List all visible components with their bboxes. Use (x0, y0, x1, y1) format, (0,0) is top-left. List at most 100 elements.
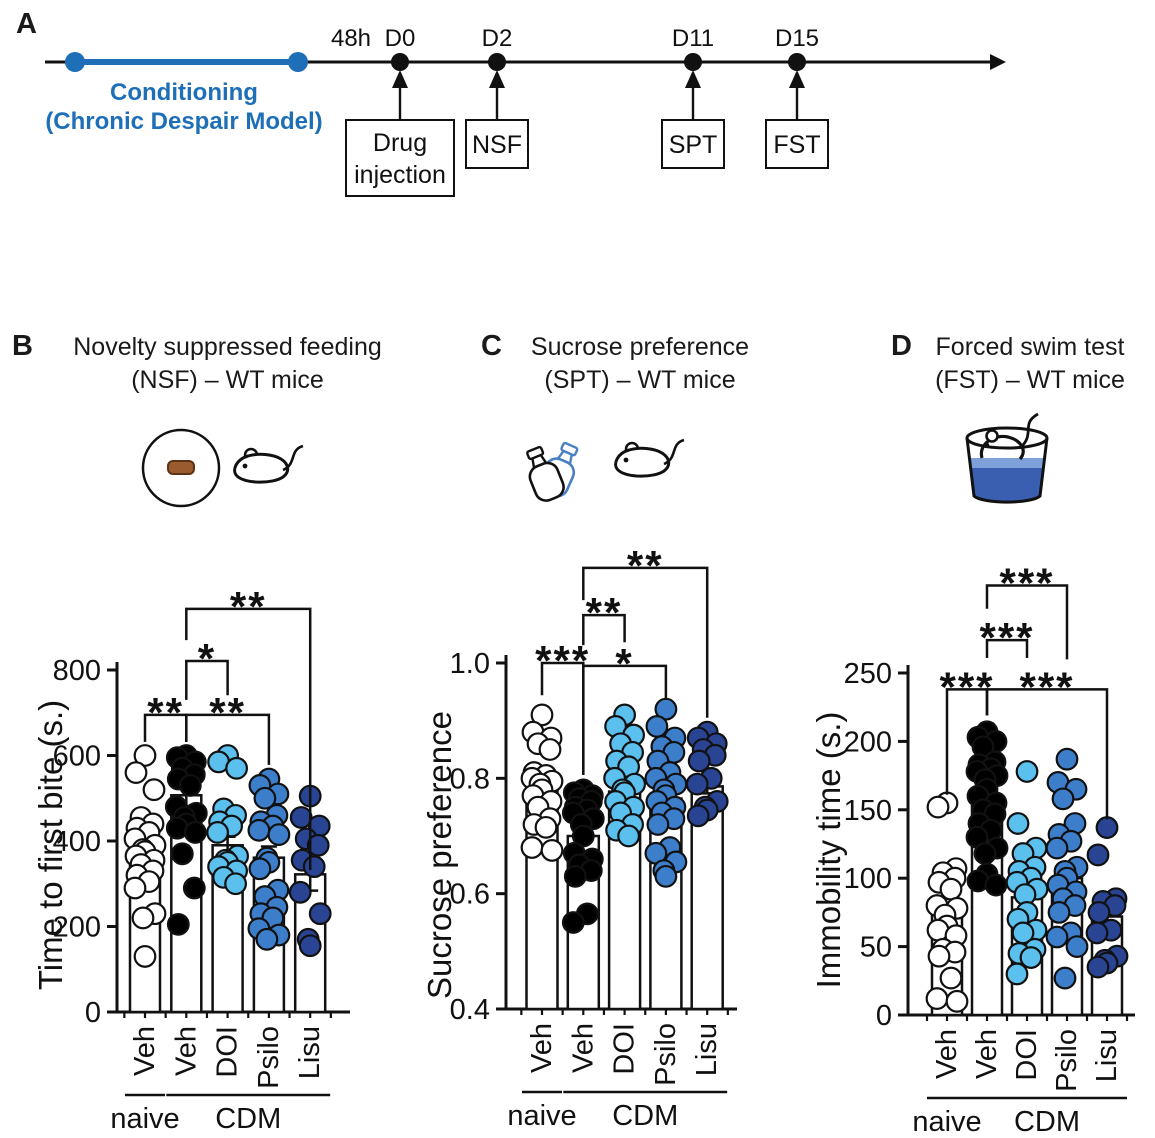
data-point (183, 821, 207, 844)
event-arrowhead-icon (789, 70, 805, 88)
significance-stars: *** (939, 663, 994, 710)
data-point (926, 795, 950, 819)
spt-title-line2: (SPT) – WT mice (544, 366, 736, 394)
y-tick-label: 0 (85, 997, 101, 1029)
y-tick-label: 50 (860, 932, 892, 964)
significance-bracket (582, 613, 626, 646)
event-box-label: FST (773, 131, 820, 159)
data-point (617, 824, 640, 848)
event-dot (391, 53, 409, 71)
y-tick-label: 250 (844, 658, 892, 690)
nsf-test-icon (133, 418, 328, 518)
significance-stars: *** (979, 614, 1034, 661)
category-label-veh: Veh (170, 1026, 202, 1076)
group-label-naive: naive (912, 1106, 981, 1138)
data-point (520, 836, 544, 859)
significance-stars: * (198, 635, 216, 682)
category-label-veh: Veh (567, 1023, 599, 1073)
spt-chart: 0.4 0.6 0.8 1.0 Sucrose preference Veh Veh DOI P… (421, 542, 737, 1132)
data-point (571, 824, 595, 848)
data-point (538, 738, 562, 761)
data-point (298, 934, 322, 958)
data-point (1053, 966, 1077, 990)
data-point (561, 911, 585, 934)
y-tick-label: 0.8 (450, 763, 490, 795)
data-point (288, 880, 312, 904)
significance-stars: * (615, 640, 633, 687)
timeline-event: D11 SPT (661, 25, 725, 169)
y-tick-label: 600 (53, 741, 101, 773)
y-axis-label: Immobility time (s.) (810, 712, 847, 989)
group-label-naive: naive (110, 1103, 179, 1135)
y-tick-label: 0.4 (450, 994, 490, 1026)
panel-a-letter: A (16, 8, 37, 40)
data-point (646, 813, 670, 836)
event-dot (684, 53, 702, 71)
data-point (1047, 901, 1071, 924)
group-label-cdm: CDM (612, 1100, 678, 1132)
significance-bracket (582, 664, 668, 775)
category-label-doi: DOI (212, 1026, 244, 1078)
data-point (945, 989, 969, 1013)
mouse-icon (233, 444, 304, 484)
data-point (1015, 760, 1039, 783)
swimming-mouse-icon (979, 412, 1039, 461)
y-tick-label: 800 (53, 655, 101, 687)
event-box-label: NSF (472, 131, 522, 159)
significance-bracket (185, 659, 229, 700)
data-point (645, 715, 669, 738)
data-point (289, 806, 313, 829)
panel-d-letter: D (891, 330, 912, 362)
data-point (1086, 955, 1110, 979)
y-tick-label: 100 (844, 863, 892, 895)
spt-title: Sucrose preference (SPT) – WT mice (480, 331, 800, 397)
conditioning-start-dot (65, 52, 85, 72)
data-point (1095, 816, 1119, 839)
significance-stars: ** (147, 689, 184, 736)
event-day-label: D0 (385, 25, 416, 52)
fst-title-line2: (FST) – WT mice (935, 366, 1125, 394)
event-box (345, 119, 455, 197)
data-point (973, 842, 997, 865)
category-label-veh: Veh (931, 1029, 963, 1079)
data-point (1045, 836, 1069, 860)
event-box-label: injection (354, 161, 446, 189)
event-arrowhead-icon (489, 70, 505, 88)
spt-title-line1: Sucrose preference (530, 333, 750, 361)
data-point (123, 876, 147, 900)
group-label-naive: naive (507, 1100, 576, 1132)
event-arrowhead-icon (685, 70, 701, 88)
y-tick-label: 400 (53, 826, 101, 858)
data-point (206, 821, 230, 844)
event-box (465, 119, 529, 169)
event-day-label: D2 (482, 25, 513, 52)
conditioning-label: Conditioning (Chronic Despair Model) (34, 78, 334, 136)
data-point (131, 906, 155, 930)
data-point (124, 761, 148, 784)
data-point (984, 873, 1008, 897)
conditioning-line2: (Chronic Despair Model) (45, 108, 323, 135)
fst-chart: 0 50 100 150 200 250 Immobility time (s.) Veh Ve… (810, 559, 1135, 1138)
data-point (302, 855, 326, 879)
y-axis-label: Time to first bite (s.) (32, 700, 69, 990)
data-point (267, 823, 291, 846)
data-point (225, 756, 249, 780)
group-label-cdm: CDM (1014, 1106, 1080, 1138)
data-point (540, 839, 564, 862)
mouse-icon (614, 438, 685, 478)
y-tick-label: 0.6 (450, 879, 490, 911)
timeline-event: D15 FST (765, 25, 829, 169)
category-label-doi: DOI (609, 1023, 641, 1075)
data-point (1086, 843, 1110, 867)
data-point (925, 987, 949, 1010)
category-label-lisu: Lisu (1091, 1029, 1123, 1082)
panel-b-letter: B (12, 330, 33, 362)
data-point (182, 876, 206, 900)
data-point (687, 749, 711, 773)
data-point (248, 857, 272, 881)
significance-stars: ** (230, 583, 267, 630)
data-point (308, 902, 332, 926)
event-dot (788, 53, 806, 71)
